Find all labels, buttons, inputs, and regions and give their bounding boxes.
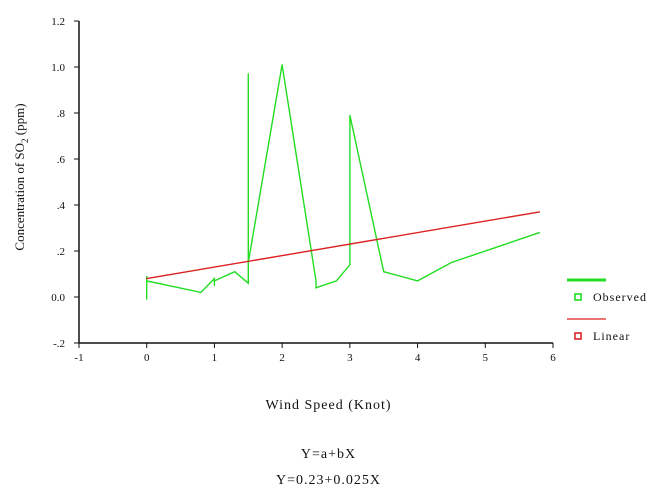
data-point-observed [315,280,317,282]
x-tick-label: 4 [415,352,421,364]
data-point-linear [146,278,148,280]
x-tick-label: 1 [212,352,218,364]
axes-layer [78,21,553,344]
data-point-observed [234,271,236,273]
data-point-observed [349,264,351,266]
legend-label-observed: Observed [593,290,647,304]
x-tick-label: 6 [550,352,556,364]
y-tick-label: 1.2 [51,16,65,28]
x-tick-label: 0 [144,352,150,364]
legend-label-linear: Linear [593,329,630,343]
data-point-linear [538,211,541,213]
x-tick-label: -1 [74,352,83,364]
x-tick-label: 2 [279,352,285,364]
series-layer [145,64,541,300]
series-line-linear [146,211,540,280]
y-tick-label: .8 [57,108,66,120]
data-point-observed [416,280,419,282]
data-point-observed [349,114,351,116]
y-tick-label: -.2 [53,338,65,350]
x-tick-label: 3 [347,352,353,364]
data-point-observed [538,232,541,234]
series-line-observed [145,64,540,300]
data-point-observed [247,73,249,75]
y-axis-label-subscript: 2 [20,138,30,143]
y-axis-label-tail: (ppm) [12,103,27,138]
y-ticks: -.2 0.0 .2 .4 .6 .8 1.0 1.2 [51,16,79,350]
data-point-observed [213,284,216,287]
x-ticks: -1 0 1 2 3 4 5 6 [74,343,556,364]
y-tick-label: .4 [57,200,66,212]
data-point-observed [146,275,148,277]
data-point-observed [146,298,148,300]
data-point-observed [247,282,249,284]
formula-fit: Y=0.23+0.025X [275,473,381,488]
legend-marker-linear [574,332,582,340]
formula-general: Y=a+bX [300,447,357,462]
data-point-observed [383,271,385,273]
data-point-observed [315,287,317,289]
x-axis-label: Wind Speed (Knot) [265,398,392,413]
data-point-observed [247,261,249,264]
data-point-observed [450,261,453,264]
y-tick-label: 0.0 [51,292,65,304]
data-point-observed [335,280,337,282]
data-point-observed [213,278,216,280]
data-point-observed [146,280,148,282]
data-point-observed [281,64,283,66]
y-axis-label: Concentration of SO2 (ppm) [12,103,30,250]
legend: Observed Linear [567,278,647,343]
y-axis-label-main: Concentration of SO [12,143,27,251]
y-tick-label: 1.0 [51,62,65,74]
data-point-observed [200,291,202,293]
legend-marker-observed [574,293,582,301]
y-tick-label: .6 [57,154,66,166]
data-point-observed [213,280,216,282]
y-tick-label: .2 [57,246,65,258]
x-tick-label: 5 [483,352,489,364]
